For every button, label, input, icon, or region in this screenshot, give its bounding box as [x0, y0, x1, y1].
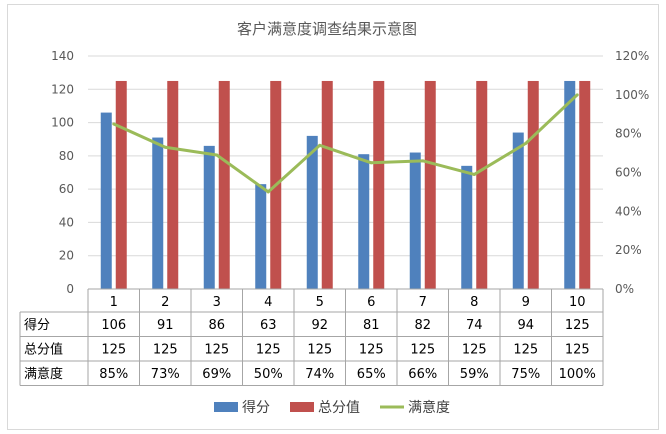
- table-cell: 69%: [202, 367, 231, 382]
- table-cell: 86: [208, 318, 225, 333]
- bar-score: [564, 80, 576, 289]
- bar-score: [512, 132, 524, 289]
- line-point: [266, 190, 270, 194]
- bar-total: [476, 80, 488, 289]
- table-cell: 125: [565, 318, 590, 333]
- line-point: [421, 159, 425, 163]
- table-cell: 125: [359, 343, 384, 358]
- table-cell: 91: [157, 318, 174, 333]
- table-cell: 66%: [408, 367, 437, 382]
- bar-score: [152, 137, 164, 289]
- x-category-label: 5: [316, 295, 324, 310]
- chart-frame: [7, 4, 659, 430]
- table-cell: 125: [565, 343, 590, 358]
- table-cell: 94: [517, 318, 534, 333]
- legend-label: 满意度: [408, 399, 450, 416]
- y-tick-label: 40: [59, 215, 74, 229]
- table-cell: 92: [311, 318, 328, 333]
- x-category-label: 2: [161, 295, 169, 310]
- y-tick-label: 60: [59, 182, 74, 196]
- table-cell: 125: [153, 343, 178, 358]
- bar-score: [100, 112, 112, 289]
- line-point: [575, 93, 579, 97]
- table-cell: 82: [414, 318, 431, 333]
- y-tick-label: 0: [66, 282, 74, 296]
- y-tick-label: 100: [51, 116, 74, 130]
- bar-total: [218, 80, 230, 289]
- table-cell: 125: [513, 343, 538, 358]
- bar-total: [424, 80, 436, 289]
- table-cell: 125: [462, 343, 487, 358]
- bar-total: [115, 80, 127, 289]
- line-point: [524, 141, 528, 145]
- y2-tick-label: 20%: [615, 243, 642, 257]
- line-satisfaction: [113, 93, 579, 194]
- x-category-label: 10: [569, 295, 586, 310]
- y2-tick-label: 100%: [615, 88, 649, 102]
- bar-score: [203, 145, 215, 289]
- x-category-label: 8: [470, 295, 478, 310]
- x-category-label: 6: [367, 295, 375, 310]
- table-cell: 75%: [511, 367, 540, 382]
- bar-score: [358, 154, 370, 289]
- x-category-label: 4: [264, 295, 272, 310]
- line-point: [163, 145, 167, 149]
- x-category-label: 1: [110, 295, 118, 310]
- y2-tick-label: 80%: [615, 127, 642, 141]
- table-row-header: 满意度: [24, 366, 63, 382]
- y-tick-label: 80: [59, 149, 74, 163]
- table-cell: 74%: [305, 367, 334, 382]
- table-cell: 81: [363, 318, 380, 333]
- line-point: [369, 161, 373, 165]
- bar-total: [373, 80, 385, 289]
- table-cell: 59%: [460, 367, 489, 382]
- legend-label: 得分: [242, 399, 270, 416]
- table-cell: 65%: [357, 367, 386, 382]
- table-cell: 85%: [99, 367, 128, 382]
- bar-total: [321, 80, 333, 289]
- y2-tick-label: 40%: [615, 204, 642, 218]
- line-point: [112, 122, 116, 126]
- line-point: [215, 153, 219, 157]
- table-row-header: 得分: [24, 317, 50, 333]
- table-cell: 74: [466, 318, 483, 333]
- table-cell: 125: [307, 343, 332, 358]
- x-category-label: 9: [522, 295, 530, 310]
- table-cell: 50%: [254, 367, 283, 382]
- y-tick-label: 20: [59, 249, 74, 263]
- legend-swatch: [214, 402, 238, 412]
- table-cell: 63: [260, 318, 277, 333]
- line-point: [318, 143, 322, 147]
- x-category-label: 7: [419, 295, 427, 310]
- table-cell: 125: [410, 343, 435, 358]
- table-cell: 125: [256, 343, 281, 358]
- legend-label: 总分值: [318, 400, 360, 416]
- table-cell: 73%: [151, 367, 180, 382]
- y-tick-label: 140: [51, 49, 74, 63]
- table-cell: 106: [101, 318, 126, 333]
- y2-tick-label: 60%: [615, 166, 642, 180]
- bar-score: [461, 165, 473, 289]
- table-cell: 125: [101, 343, 126, 358]
- bar-score: [306, 135, 318, 289]
- bar-total: [579, 80, 591, 289]
- chart-title: 客户满意度调查结果示意图: [237, 20, 417, 38]
- bar-score: [409, 152, 421, 289]
- legend-swatch: [290, 402, 314, 412]
- y2-tick-label: 0%: [615, 282, 634, 296]
- bar-total: [527, 80, 539, 289]
- line-point: [472, 172, 476, 176]
- bar-score: [255, 184, 267, 289]
- y-tick-label: 120: [51, 82, 74, 96]
- table-cell: 125: [204, 343, 229, 358]
- table-cell: 100%: [559, 367, 596, 382]
- table-row-header: 总分值: [24, 342, 63, 358]
- bar-total: [167, 80, 179, 289]
- x-category-label: 3: [213, 295, 221, 310]
- y2-tick-label: 120%: [615, 49, 649, 63]
